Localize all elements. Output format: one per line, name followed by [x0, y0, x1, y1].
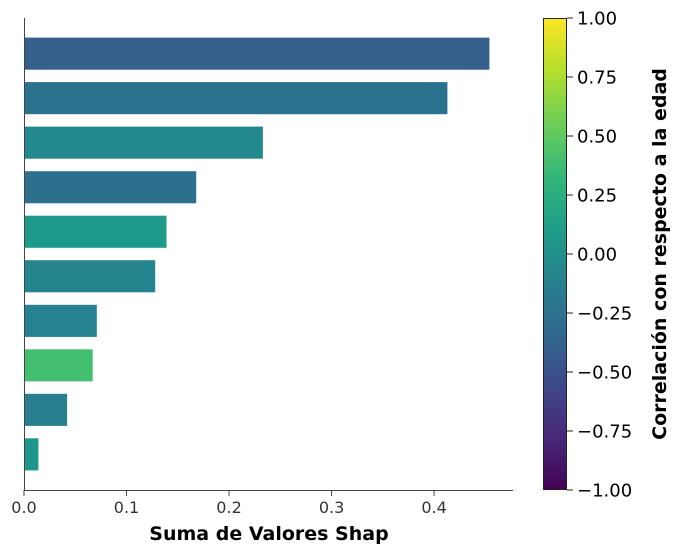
colorbar-tick-label: −1.00 — [577, 481, 632, 502]
x-ticks-group: 0.0 0.1 0.2 0.3 0.4 — [11, 490, 447, 517]
x-tick-label: 0.2 — [216, 498, 241, 517]
colorbar-tick-label: 0.25 — [577, 186, 617, 207]
colorbar-ticks-group: 1.00 0.75 0.50 0.25 0.00 −0.25 −0.50 −0.75 −1.00 — [567, 9, 632, 502]
bar-1 — [25, 37, 490, 70]
x-tick-label: 0.1 — [114, 498, 139, 517]
bar-2 — [25, 82, 448, 115]
bar-7 — [25, 304, 97, 337]
colorbar-tick-label: −0.50 — [577, 363, 632, 384]
colorbar-tick-label: 0.00 — [577, 245, 617, 266]
x-tick-label: 0.3 — [319, 498, 344, 517]
colorbar-tick-label: 0.50 — [577, 127, 617, 148]
x-axis-title: Suma de Valores Shap — [149, 523, 388, 545]
x-tick-label: 0.0 — [11, 498, 36, 517]
bar-5 — [25, 215, 167, 248]
bars-group — [25, 37, 490, 471]
bar-10 — [25, 438, 39, 471]
bar-4 — [25, 171, 197, 204]
colorbar-tick-label: 0.75 — [577, 68, 617, 89]
colorbar-frame — [543, 18, 567, 490]
bar-9 — [25, 393, 68, 426]
colorbar-tick-label: 1.00 — [577, 9, 617, 30]
bar-8 — [25, 349, 93, 382]
colorbar — [543, 18, 567, 490]
colorbar-title: Correlación con respecto a la edad — [649, 68, 671, 440]
colorbar-tick-label: −0.75 — [577, 422, 632, 443]
x-tick-label: 0.4 — [421, 498, 446, 517]
colorbar-tick-label: −0.25 — [577, 304, 632, 325]
bar-6 — [25, 260, 156, 293]
bar-3 — [25, 126, 263, 159]
